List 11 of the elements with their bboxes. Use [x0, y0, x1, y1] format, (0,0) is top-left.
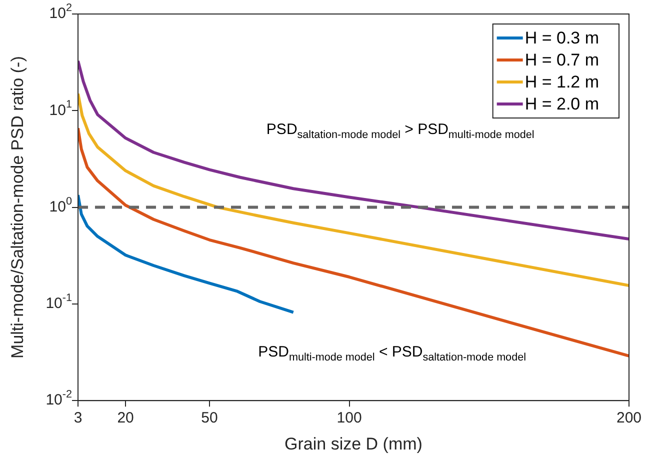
legend-label: H = 0.7 m [524, 50, 600, 70]
x-tick-label: 200 [616, 410, 642, 427]
x-tick-label: 3 [74, 410, 82, 427]
legend-label: H = 0.3 m [524, 28, 600, 48]
x-tick-label: 50 [201, 410, 218, 427]
x-tick-label: 20 [117, 410, 134, 427]
x-axis-title: Grain size D (mm) [284, 434, 422, 454]
x-tick-label: 100 [336, 410, 362, 427]
legend-label: H = 1.2 m [524, 72, 600, 92]
y-axis-title: Multi-mode/Saltation-mode PSD ratio (-) [8, 56, 27, 358]
legend-label: H = 2.0 m [524, 94, 600, 114]
